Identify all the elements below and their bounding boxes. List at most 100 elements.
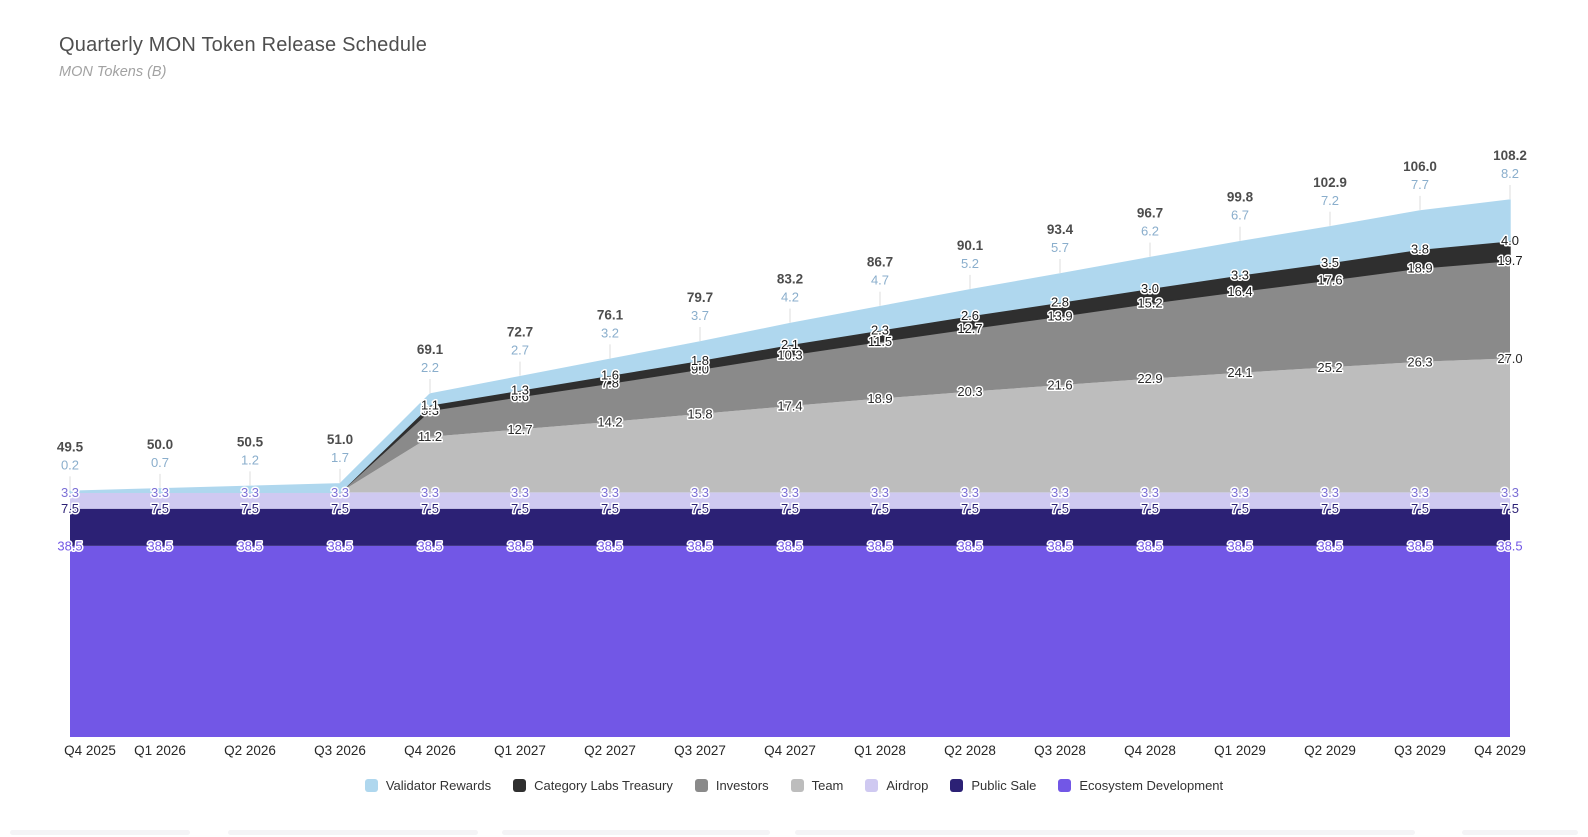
value-label-airdrop: 3.3 [781,485,799,500]
area-public-sale [70,508,1510,546]
value-label-validator-rewards: 1.2 [241,452,259,467]
legend-label: Validator Rewards [385,778,492,793]
value-label-public-sale: 7.5 [1231,501,1249,516]
value-label-airdrop: 3.3 [151,485,169,500]
value-label-category-labs-treasury: 4.0 [1501,233,1519,248]
value-label-airdrop: 3.3 [421,485,439,500]
bottom-strip-segment [502,830,770,835]
value-label-validator-rewards: 4.2 [781,290,799,305]
legend-label: Team [811,778,844,793]
legend-item-validator-rewards[interactable]: Validator Rewards [364,778,492,793]
page-title: Quarterly MON Token Release Schedule [59,34,428,56]
value-label-category-labs-treasury: 2.3 [871,323,889,338]
value-label-team: 11.2 [418,429,442,444]
value-label-team: 26.3 [1407,354,1432,369]
value-label-team: 12.7 [507,422,532,437]
value-label-ecosystem-development: 38.5 [147,538,172,553]
value-label-team: 27.0 [1497,351,1522,366]
legend-item-public-sale[interactable]: Public Sale [950,778,1036,793]
value-label-investors: 13.9 [1047,309,1072,324]
chart-legend: Validator Rewards Category Labs Treasury I… [0,778,1588,793]
value-label-public-sale: 7.5 [1501,501,1519,516]
value-label-airdrop: 3.3 [961,485,979,500]
value-label-team: 17.4 [777,398,802,413]
legend-item-category-labs-treasury[interactable]: Category Labs Treasury [513,778,673,793]
value-label-public-sale: 7.5 [241,501,259,516]
value-label-category-labs-treasury: 3.5 [1321,255,1339,270]
value-label-validator-rewards: 5.2 [961,256,979,271]
value-label-airdrop: 3.3 [1231,485,1249,500]
legend-item-team[interactable]: Team [790,778,844,793]
value-label-category-labs-treasury: 2.8 [1051,295,1069,310]
value-label-public-sale: 7.5 [511,501,529,516]
value-label-airdrop: 3.3 [1321,485,1339,500]
value-label-ecosystem-development: 38.5 [1407,538,1432,553]
value-label-team: 21.6 [1047,378,1072,393]
value-label-ecosystem-development: 38.5 [507,538,532,553]
x-axis-label: Q2 2027 [584,743,636,758]
value-label-investors: 10.3 [777,347,802,362]
value-label-investors: 17.6 [1317,272,1342,287]
legend-swatch-icon [364,779,378,792]
value-label-validator-rewards: 1.7 [331,450,349,465]
value-label-category-labs-treasury: 3.8 [1411,242,1429,257]
value-label-public-sale: 7.5 [691,501,709,516]
legend-label: Investors [715,778,769,793]
value-label-ecosystem-development: 38.5 [417,538,442,553]
value-label-validator-rewards: 7.7 [1411,177,1429,192]
legend-label: Category Labs Treasury [534,778,673,793]
value-label-category-labs-treasury: 2.6 [961,308,979,323]
bottom-strip-segment [795,830,1415,835]
legend-label: Ecosystem Development [1079,778,1224,793]
value-label-team: 25.2 [1317,360,1342,375]
legend-item-airdrop[interactable]: Airdrop [865,778,928,793]
bottom-strip-segment [228,830,478,835]
x-axis-label: Q1 2029 [1214,743,1266,758]
total-label: 106.0 [1403,159,1437,174]
total-label: 90.1 [957,238,984,253]
legend-label: Public Sale [971,778,1037,793]
legend-item-ecosystem-development[interactable]: Ecosystem Development [1058,778,1223,793]
total-label: 99.8 [1227,190,1254,205]
value-label-validator-rewards: 6.2 [1141,224,1159,239]
chart-ylabel: MON Tokens (B) [59,64,167,80]
total-label: 50.0 [147,437,173,452]
value-label-airdrop: 3.3 [871,485,889,500]
value-label-ecosystem-development: 38.5 [1317,538,1342,553]
value-label-validator-rewards: 2.7 [511,343,529,358]
value-label-investors: 11.5 [868,334,892,349]
value-label-investors: 6.6 [511,389,529,404]
value-label-validator-rewards: 7.2 [1321,193,1339,208]
value-label-validator-rewards: 6.7 [1231,208,1249,223]
value-label-investors: 16.4 [1227,284,1252,299]
value-label-validator-rewards: 3.7 [691,308,709,323]
value-label-airdrop: 3.3 [511,485,529,500]
x-axis-label: Q1 2028 [854,743,906,758]
value-label-public-sale: 7.5 [61,501,79,516]
legend-item-investors[interactable]: Investors [694,778,769,793]
total-label: 86.7 [867,255,893,270]
value-label-validator-rewards: 4.7 [871,273,889,288]
area-validator-rewards [69,199,1511,494]
legend-swatch-icon [865,779,879,792]
x-axis-label: Q2 2028 [944,743,996,758]
value-label-category-labs-treasury: 1.1 [421,397,439,412]
value-label-ecosystem-development: 38.5 [327,538,352,553]
value-label-investors: 9.0 [691,362,709,377]
stacked-area-chart: 38.5 38.5 38.5 38.5 38.5 38.5 38.5 38.5 38.5 38.5… [56,148,1527,758]
value-label-ecosystem-development: 38.5 [237,538,262,553]
x-axis-label: Q3 2026 [314,743,366,758]
area-team [70,358,1510,493]
value-label-ecosystem-development: 38.5 [1047,538,1072,553]
value-label-team: 24.1 [1227,365,1252,380]
value-label-investors: 5.3 [421,403,439,418]
value-label-public-sale: 7.5 [1141,501,1159,516]
value-label-ecosystem-development: 38.5 [777,538,802,553]
legend-swatch-icon [694,779,708,792]
total-label: 96.7 [1137,206,1163,221]
value-label-category-labs-treasury: 1.6 [601,368,619,383]
value-label-validator-rewards: 0.2 [61,457,79,472]
value-label-ecosystem-development: 38.5 [687,538,712,553]
value-label-airdrop: 3.3 [1501,485,1519,500]
value-label-ecosystem-development: 38.5 [57,538,82,553]
